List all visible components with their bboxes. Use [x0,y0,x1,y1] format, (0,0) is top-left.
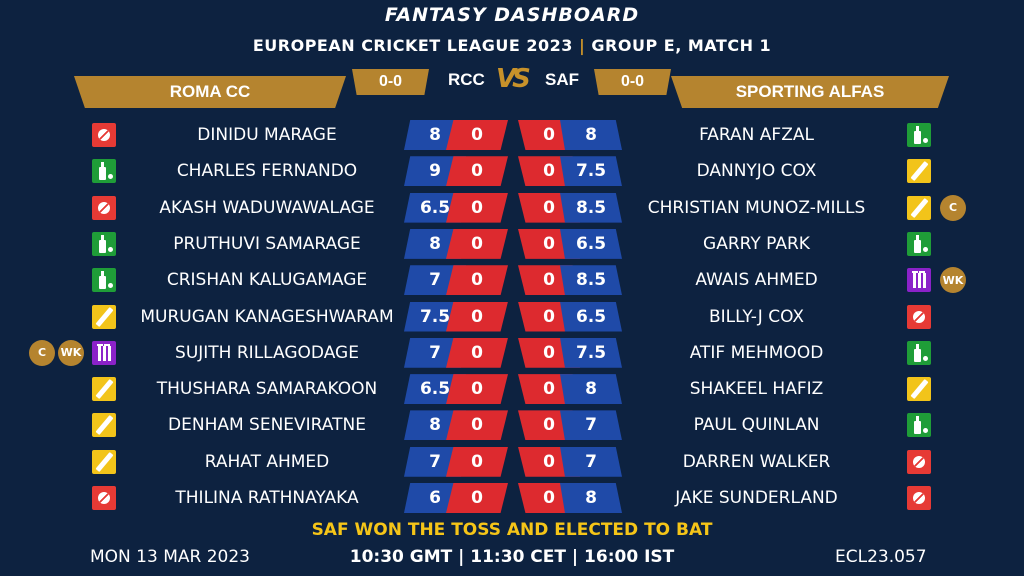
match-row: C WK SUJITH RILLAGODAGE 7 0 0 7.5 ATIF MEHMOOD [0,337,1024,368]
team-right-code: SAF [545,70,579,89]
player-points: 0 [446,228,508,259]
player-credit: 8.5 [560,265,622,296]
match-date: MON 13 MAR 2023 [90,547,250,567]
player-name: ATIF MEHMOOD [689,342,824,363]
team-left-score: 0-0 [352,69,429,95]
bowl-icon [907,486,931,510]
player-name: MURUGAN KANAGESHWARAM [140,306,394,327]
player-name: AWAIS AHMED [695,270,818,291]
bowl-icon [907,304,931,329]
player-name: DENHAM SENEVIRATNE [168,415,366,436]
player-name: CRISHAN KALUGAMAGE [166,270,368,291]
match-time: 10:30 GMT | 11:30 CET | 16:00 IST [349,547,675,567]
subtitle-separator: | [579,36,586,55]
player-credit: 8 [560,483,622,513]
bat-icon [92,159,116,184]
league-name: EUROPEAN CRICKET LEAGUE 2023 [252,36,573,55]
badge-wk: WK [940,267,966,294]
player-name: AKASH WADUWAWALAGE [159,197,375,218]
match-id: ECL23.057 [835,547,927,567]
player-points: 0 [446,337,508,368]
match-row: CRISHAN KALUGAMAGE 7 0 0 8.5 AWAIS AHMED WK [0,265,1024,296]
badge-c: C [940,194,966,221]
bowl-icon [92,123,116,147]
match-row: PRUTHUVI SAMARAGE 8 0 0 6.5 GARRY PARK [0,228,1024,259]
wicketkeeper-icon [92,340,116,365]
allrounder-icon [92,304,116,329]
player-credit: 7 [560,410,622,441]
player-name: SUJITH RILLAGODAGE [175,342,359,363]
match-row: DINIDU MARAGE 8 0 0 8 FARAN AFZAL [0,120,1024,150]
player-credit: 8.5 [560,192,622,223]
versus-icon: VS [496,64,531,94]
player-name: THILINA RATHNAYAKA [175,488,359,508]
player-name: DANNYJO COX [696,161,817,182]
player-name: BILLY-J COX [708,306,805,327]
allrounder-icon [907,195,931,220]
player-name: DINIDU MARAGE [197,125,337,145]
allrounder-icon [907,159,931,184]
player-points: 0 [446,120,508,150]
bat-icon [92,268,116,293]
bowl-icon [907,449,931,474]
player-credit: 8 [560,120,622,150]
toss-result: SAF WON THE TOSS AND ELECTED TO BAT [311,520,713,540]
player-name: RAHAT AHMED [204,451,330,472]
match-row: THUSHARA SAMARAKOON 6.5 0 0 8 SHAKEEL HAFIZ [0,374,1024,405]
allrounder-icon [92,377,116,402]
team-left-code: RCC [448,70,485,89]
match-row: RAHAT AHMED 7 0 0 7 DARREN WALKER [0,446,1024,477]
player-credit: 6.5 [560,228,622,259]
bowl-icon [92,486,116,510]
allrounder-icon [92,413,116,438]
bat-icon [907,123,931,147]
player-credit: 7.5 [560,156,622,187]
player-points: 0 [446,192,508,223]
player-name: PRUTHUVI SAMARAGE [173,233,361,254]
bowl-icon [92,195,116,220]
bat-icon [907,340,931,365]
wicketkeeper-icon [907,268,931,293]
badge-c: C [29,339,55,366]
match-row: DENHAM SENEVIRATNE 8 0 0 7 PAUL QUINLAN [0,410,1024,441]
allrounder-icon [92,449,116,474]
player-credit: 7.5 [560,337,622,368]
player-name: PAUL QUINLAN [693,415,820,436]
match-row: CHARLES FERNANDO 9 0 0 7.5 DANNYJO COX [0,156,1024,187]
allrounder-icon [907,377,931,402]
player-credit: 7 [560,446,622,477]
team-right-banner: SPORTING ALFAS [671,76,949,108]
player-name: DARREN WALKER [682,451,831,472]
player-points: 0 [446,265,508,296]
player-points: 0 [446,301,508,332]
match-row: THILINA RATHNAYAKA 6 0 0 8 JAKE SUNDERLAND [0,483,1024,513]
player-points: 0 [446,483,508,513]
player-points: 0 [446,446,508,477]
badge-wk: WK [58,339,84,366]
match-row: AKASH WADUWAWALAGE 6.5 0 0 8.5 CHRISTIAN MUNO… [0,192,1024,223]
match-name: GROUP E, MATCH 1 [591,36,772,55]
match-row: MURUGAN KANAGESHWARAM 7.5 0 0 6.5 BILLY-J COX [0,301,1024,332]
player-name: GARRY PARK [703,233,810,254]
bat-icon [907,413,931,438]
player-name: CHRISTIAN MUNOZ-MILLS [647,197,866,218]
player-points: 0 [446,374,508,405]
player-name: THUSHARA SAMARAKOON [156,379,378,400]
player-credit: 6.5 [560,301,622,332]
team-right-score: 0-0 [594,69,671,95]
bat-icon [92,231,116,256]
player-name: FARAN AFZAL [699,125,814,145]
player-points: 0 [446,410,508,441]
bat-icon [907,231,931,256]
dashboard-title: FANTASY DASHBOARD [384,4,640,26]
team-left-banner: ROMA CC [74,76,346,108]
player-credit: 8 [560,374,622,405]
player-credit: 6.5 [404,192,466,223]
player-name: JAKE SUNDERLAND [675,488,838,508]
match-subtitle: EUROPEAN CRICKET LEAGUE 2023 | GROUP E, … [0,36,1024,55]
player-points: 0 [446,156,508,187]
player-name: CHARLES FERNANDO [176,161,358,182]
player-name: SHAKEEL HAFIZ [689,379,824,400]
